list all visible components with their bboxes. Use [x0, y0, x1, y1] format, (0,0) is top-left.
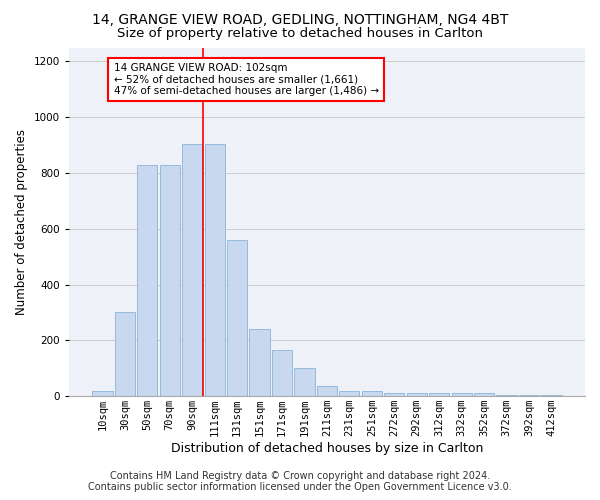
Bar: [519, 395, 539, 396]
Bar: [541, 395, 562, 396]
Bar: [295, 368, 314, 396]
Bar: [474, 394, 494, 396]
Bar: [429, 394, 449, 396]
Y-axis label: Number of detached properties: Number of detached properties: [15, 129, 28, 315]
Bar: [137, 164, 157, 396]
Bar: [182, 144, 202, 396]
Bar: [317, 386, 337, 396]
Bar: [407, 394, 427, 396]
Bar: [496, 395, 517, 396]
Bar: [250, 329, 269, 396]
Text: 14, GRANGE VIEW ROAD, GEDLING, NOTTINGHAM, NG4 4BT: 14, GRANGE VIEW ROAD, GEDLING, NOTTINGHA…: [92, 12, 508, 26]
Text: 14 GRANGE VIEW ROAD: 102sqm
← 52% of detached houses are smaller (1,661)
47% of : 14 GRANGE VIEW ROAD: 102sqm ← 52% of det…: [113, 63, 379, 96]
Bar: [205, 144, 225, 396]
Text: Size of property relative to detached houses in Carlton: Size of property relative to detached ho…: [117, 28, 483, 40]
Text: Contains HM Land Registry data © Crown copyright and database right 2024.
Contai: Contains HM Land Registry data © Crown c…: [88, 471, 512, 492]
Bar: [115, 312, 135, 396]
Bar: [362, 390, 382, 396]
Bar: [272, 350, 292, 396]
X-axis label: Distribution of detached houses by size in Carlton: Distribution of detached houses by size …: [171, 442, 483, 455]
Bar: [339, 390, 359, 396]
Bar: [452, 394, 472, 396]
Bar: [92, 390, 113, 396]
Bar: [227, 240, 247, 396]
Bar: [384, 394, 404, 396]
Bar: [160, 164, 180, 396]
